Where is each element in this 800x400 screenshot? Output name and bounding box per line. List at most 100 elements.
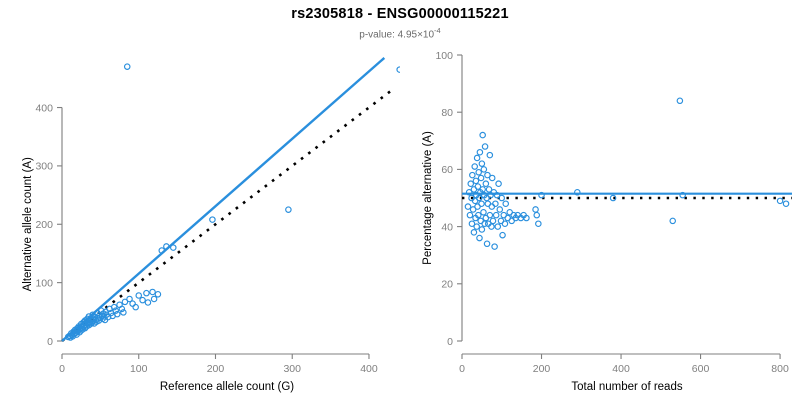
data-point [488,174,496,182]
data-point [469,171,476,179]
data-point [285,206,292,213]
data-point [475,168,482,176]
data-point [480,166,488,173]
data-point [465,189,473,196]
data-point [481,143,489,150]
data-point [139,296,146,304]
left-x-axis-label: Reference allele count (G) [159,381,295,393]
data-point [486,211,494,219]
x-tick-label: 600 [692,363,710,375]
data-point [488,203,496,210]
data-point [478,160,486,167]
data-point [488,223,495,230]
data-point [501,220,509,228]
y-axis: 0 100 200 300 400 [35,102,63,348]
data-point [113,310,121,318]
x-tick-label: 400 [612,363,630,375]
data-point [499,231,506,239]
data-point [679,191,686,199]
data-point [467,180,475,187]
reference-line [61,88,393,343]
p-value-subtitle: p-value: 4.95×10-4 [0,26,800,40]
data-point [121,298,129,306]
data-point [112,307,119,314]
data-point [144,299,152,306]
data-point [482,180,490,187]
data-point [486,151,494,159]
data-point [466,211,474,219]
data-point [126,295,133,303]
data-point [476,234,483,242]
y-tick-label: 60 [441,164,453,176]
x-tick-label: 0 [59,363,65,375]
y-tick-label: 0 [47,336,53,348]
x-tick-label: 200 [533,363,551,375]
data-point [149,288,156,296]
x-tick-label: 300 [283,363,301,375]
y-tick-label: 80 [441,107,453,119]
data-point [158,247,166,254]
data-point [479,131,486,139]
right-plot-svg: 0 20 40 60 80 100 0 200 400 600 800 [435,50,792,375]
right-x-axis-label: Total number of reads [571,381,683,393]
fit-line [61,57,386,342]
data-point [483,240,491,248]
left-plot-svg: 0 100 200 300 400 0 100 200 300 400 [35,57,400,375]
data-point [163,243,170,250]
data-point [478,226,486,233]
data-point [495,180,502,187]
data-point [492,200,499,207]
data-point [491,243,498,250]
y-tick-label: 300 [35,161,53,173]
x-axis: 0 100 200 300 400 [59,353,378,375]
data-point [471,163,478,170]
data-point [609,194,617,202]
x-tick-label: 400 [360,363,378,375]
data-point [150,295,158,303]
data-point [477,174,485,182]
data-points [64,63,400,341]
data-point [494,223,502,230]
data-point [533,211,541,219]
data-point [484,171,491,179]
y-axis: 0 20 40 60 80 100 [435,50,463,348]
data-point [492,211,500,219]
data-point [496,206,504,213]
data-point [474,183,482,190]
data-point [669,217,676,225]
data-point [498,194,506,202]
data-point [676,97,684,105]
data-point [396,66,400,73]
data-point [473,154,481,162]
p-value-exponent: -4 [434,26,441,35]
data-point [468,220,476,228]
data-point [170,244,177,251]
data-point [489,217,497,225]
data-points [464,97,790,250]
data-point [473,223,480,230]
data-point [132,303,139,311]
y-tick-label: 20 [441,279,453,291]
data-point [120,309,127,316]
data-point [485,186,493,193]
data-point [493,191,501,199]
data-point [475,211,482,219]
p-value-text: p-value: 4.95×10 [359,29,435,41]
data-point [480,209,487,216]
data-point [538,191,545,199]
data-point [502,200,510,207]
x-tick-label: 100 [130,363,148,375]
data-point [776,197,784,205]
x-tick-label: 200 [207,363,225,375]
y-tick-label: 40 [441,221,453,233]
data-point [123,63,131,70]
data-point [479,186,486,193]
y-tick-label: 0 [447,336,453,348]
data-point [154,291,162,298]
data-point [535,220,542,228]
right-scatter-panel: 0 20 40 60 80 100 0 200 400 600 800 Total number o… [400,0,800,400]
data-point [469,206,477,213]
data-point [143,289,150,297]
data-point [209,216,216,223]
